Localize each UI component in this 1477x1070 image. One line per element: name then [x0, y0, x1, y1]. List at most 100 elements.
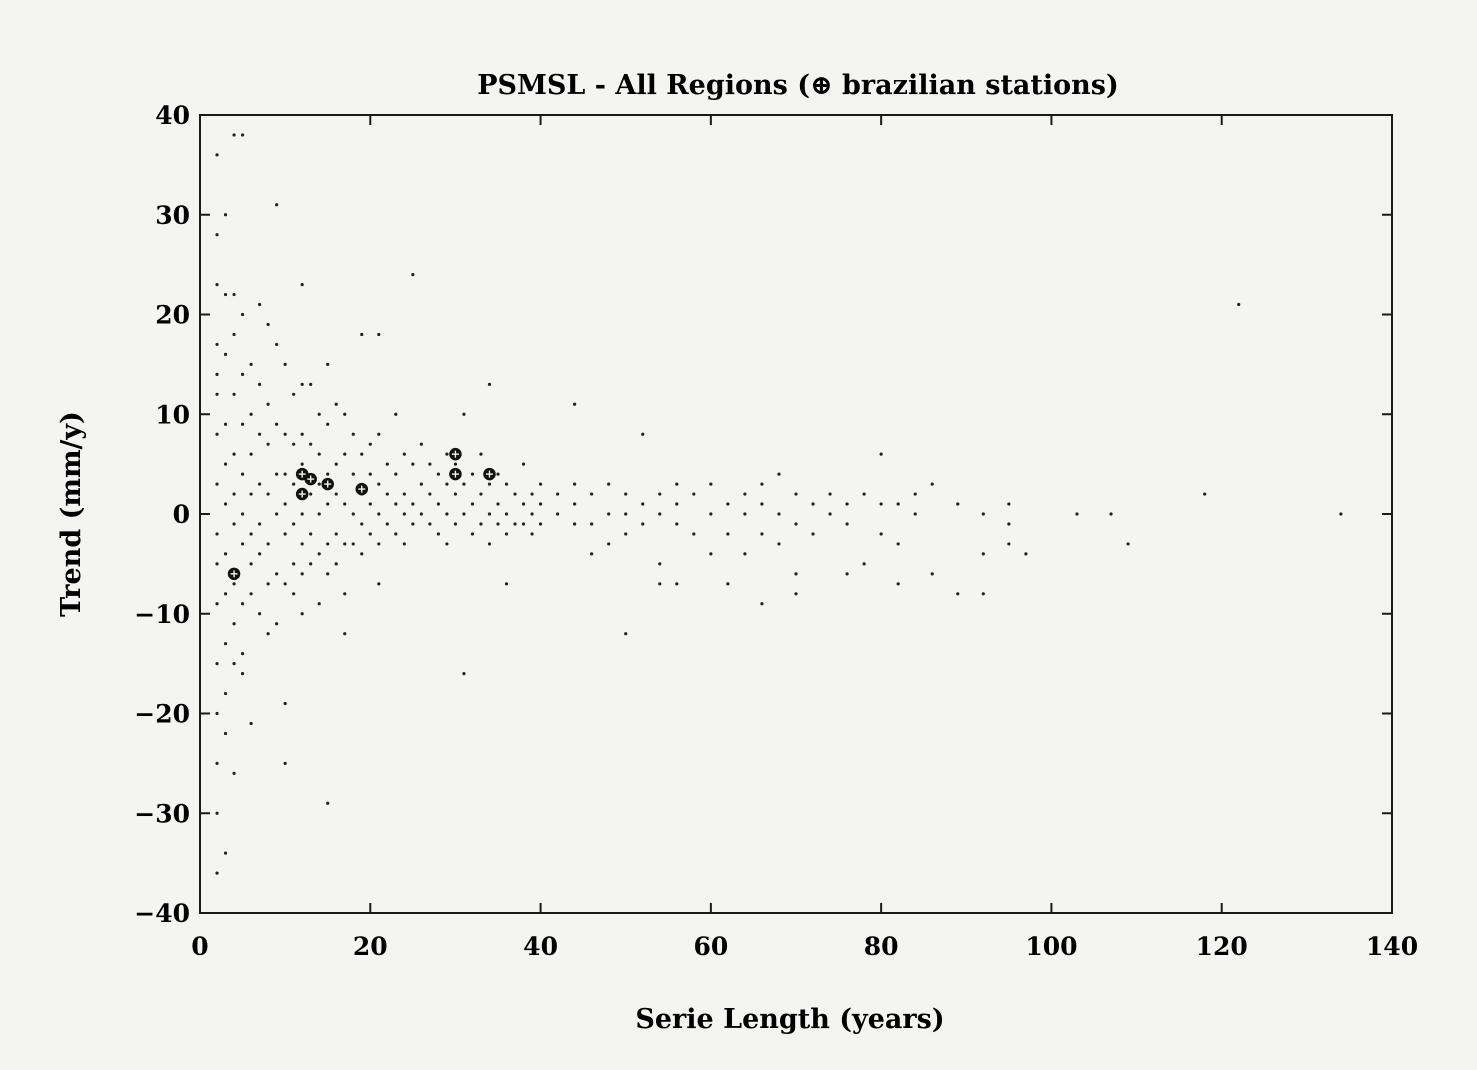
data-point	[811, 532, 815, 536]
data-points	[215, 133, 1343, 875]
data-point	[309, 562, 313, 566]
data-point	[334, 532, 338, 536]
data-point	[240, 312, 245, 317]
y-tick-label: 30	[155, 201, 190, 230]
data-point	[385, 492, 389, 496]
data-point	[215, 602, 219, 606]
data-point	[607, 542, 611, 546]
data-point	[496, 502, 500, 506]
data-point	[334, 492, 338, 496]
data-point	[292, 482, 296, 486]
data-point	[896, 582, 900, 586]
data-point	[215, 761, 219, 765]
data-point	[368, 532, 372, 536]
data-point	[283, 532, 287, 536]
data-point	[266, 582, 270, 586]
data-point	[377, 482, 381, 486]
brazilian-station-point	[483, 467, 496, 481]
data-point	[266, 442, 270, 446]
data-point	[394, 412, 398, 416]
data-point	[1007, 502, 1011, 506]
data-point	[675, 522, 679, 526]
data-point	[794, 592, 798, 596]
data-point	[215, 282, 219, 287]
data-point	[258, 552, 262, 556]
data-point	[275, 572, 279, 576]
data-point	[402, 512, 406, 516]
data-point	[223, 292, 228, 297]
data-point	[360, 552, 364, 556]
data-point	[275, 342, 279, 347]
data-point	[385, 522, 389, 526]
data-point	[470, 532, 475, 536]
data-point	[777, 472, 781, 476]
data-point	[1109, 512, 1113, 516]
data-point	[232, 392, 236, 396]
data-point	[428, 492, 432, 496]
data-point	[930, 482, 934, 486]
data-point	[1203, 492, 1207, 496]
data-point	[232, 492, 236, 496]
data-point	[845, 522, 849, 526]
data-point	[283, 472, 287, 476]
data-point	[300, 542, 304, 546]
data-point	[913, 492, 917, 496]
data-point	[879, 452, 883, 456]
data-point	[258, 432, 262, 436]
data-point	[811, 502, 815, 506]
x-tick-label: 80	[864, 932, 899, 961]
data-point	[487, 382, 492, 386]
data-point	[956, 502, 960, 506]
data-point	[845, 502, 849, 506]
data-point	[334, 402, 338, 406]
x-tick-label: 0	[191, 932, 208, 961]
data-point	[223, 422, 228, 426]
data-point	[300, 612, 304, 616]
data-point	[496, 472, 500, 476]
data-point	[249, 362, 253, 366]
data-point	[504, 532, 509, 536]
data-point	[1237, 302, 1241, 307]
data-point	[981, 592, 985, 596]
data-point	[343, 412, 347, 416]
data-point	[462, 512, 466, 516]
y-tick-label: 20	[155, 301, 190, 330]
brazilian-station-point	[449, 447, 462, 461]
data-point	[709, 552, 713, 556]
data-point	[300, 462, 304, 466]
data-point	[470, 502, 475, 506]
data-point	[343, 592, 347, 596]
data-point	[223, 731, 228, 736]
data-point	[521, 502, 526, 506]
y-tick-label: 40	[155, 101, 190, 130]
data-point	[658, 492, 662, 496]
data-point	[351, 512, 355, 516]
data-point	[326, 801, 330, 805]
data-point	[462, 482, 466, 486]
data-point	[411, 462, 415, 466]
data-point	[317, 412, 321, 416]
data-point	[445, 452, 449, 456]
data-point	[377, 432, 381, 436]
data-point	[275, 512, 279, 516]
data-point	[292, 522, 296, 526]
x-tick-label: 100	[1025, 932, 1077, 961]
data-point	[215, 711, 219, 716]
data-point	[879, 502, 883, 506]
data-point	[760, 602, 764, 606]
data-point	[675, 502, 679, 506]
x-tick-label: 20	[353, 932, 388, 961]
data-point	[453, 462, 458, 466]
data-point	[326, 502, 330, 506]
y-tick-label: −10	[134, 600, 190, 629]
data-point	[573, 502, 577, 506]
chart-title: PSMSL - All Regions (⊕ brazilian station…	[477, 70, 1119, 101]
data-point	[504, 482, 509, 486]
data-point	[215, 811, 219, 815]
x-tick-label: 140	[1366, 932, 1418, 961]
data-point	[726, 532, 730, 536]
data-point	[556, 492, 560, 496]
data-point	[896, 542, 900, 546]
data-point	[445, 542, 449, 546]
data-point	[240, 133, 245, 137]
